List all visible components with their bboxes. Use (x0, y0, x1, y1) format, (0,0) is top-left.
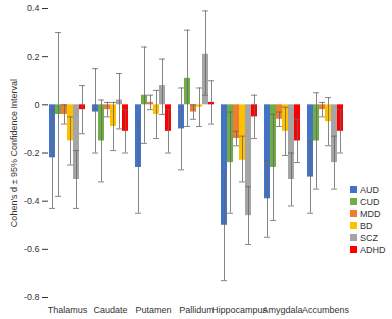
svg-text:Cohen's d ± 95% Confidence Int: Cohen's d ± 95% Confidence Interval (9, 79, 19, 227)
svg-text:Accumbens: Accumbens (302, 305, 350, 315)
svg-text:0.2: 0.2 (27, 52, 40, 62)
svg-text:-0.6: -0.6 (24, 244, 40, 254)
html-text:CUD: CUD (360, 196, 380, 207)
html-text:SCZ: SCZ (360, 232, 378, 243)
html-text:AUD: AUD (360, 184, 379, 195)
svg-text:-0.2: -0.2 (24, 148, 40, 158)
svg-text:Caudate: Caudate (93, 305, 127, 315)
svg-text:Hippocampus: Hippocampus (212, 305, 268, 315)
svg-text:0: 0 (34, 100, 39, 110)
svg-text:Putamen: Putamen (135, 305, 171, 315)
svg-text:0.4: 0.4 (27, 3, 40, 13)
svg-text:Pallidum: Pallidum (179, 305, 214, 315)
html-text:BD: BD (360, 220, 373, 231)
svg-text:-0.4: -0.4 (24, 196, 40, 206)
html-text:MDD: MDD (360, 208, 381, 219)
svg-text:Amygdala: Amygdala (262, 305, 302, 315)
svg-text:Thalamus: Thalamus (48, 305, 88, 315)
svg-text:-0.8: -0.8 (24, 292, 40, 302)
html-text:ADHD: ADHD (360, 244, 386, 255)
